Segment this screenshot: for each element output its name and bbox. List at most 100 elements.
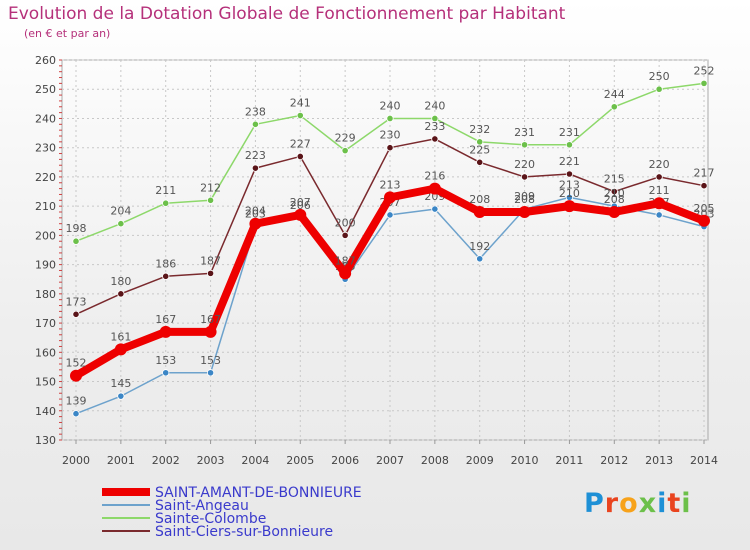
data-label: 215 [604, 173, 625, 186]
x-tick-label: 2001 [107, 454, 135, 467]
data-label: 208 [604, 193, 625, 206]
x-tick-label: 2000 [62, 454, 90, 467]
data-label: 221 [559, 155, 580, 168]
data-point [159, 325, 172, 338]
data-point [476, 158, 484, 166]
data-label: 203 [245, 208, 266, 221]
x-tick-label: 2004 [241, 454, 269, 467]
x-tick-label: 2006 [331, 454, 359, 467]
data-point [206, 196, 215, 204]
data-point [70, 369, 82, 382]
y-tick-label: 160 [35, 346, 56, 359]
legend-label: SAINT-AMANT-DE-BONNIEURE [155, 485, 362, 501]
data-point [162, 199, 170, 207]
data-label: 187 [200, 254, 221, 267]
data-point [72, 237, 80, 245]
data-label: 206 [290, 199, 311, 212]
data-point [655, 173, 663, 181]
data-label: 167 [155, 313, 176, 326]
data-point [294, 208, 307, 221]
y-tick-label: 150 [35, 376, 56, 389]
data-label: 204 [245, 205, 266, 218]
data-label: 233 [424, 120, 445, 133]
x-tick-label: 2002 [152, 454, 180, 467]
data-label: 238 [245, 105, 266, 118]
logo-letter: i [657, 488, 668, 519]
data-label: 241 [290, 97, 311, 110]
data-point [520, 173, 529, 181]
legend-label: Saint-Angeau [155, 498, 249, 514]
data-point [72, 310, 80, 318]
data-point [206, 369, 215, 377]
data-point [204, 325, 217, 338]
x-tick-label: 2014 [690, 454, 718, 467]
data-point [655, 85, 663, 93]
legend-label: Saint-Ciers-sur-Bonnieure [155, 524, 333, 540]
data-point [296, 111, 304, 120]
data-label: 145 [110, 377, 131, 390]
data-point [383, 191, 396, 204]
data-point [162, 272, 170, 280]
logo-letter: r [604, 488, 620, 519]
y-tick-label: 140 [35, 405, 56, 418]
data-point [431, 114, 439, 123]
data-point [249, 217, 262, 230]
data-label: 211 [649, 184, 670, 197]
data-point [386, 114, 394, 123]
y-tick-label: 260 [35, 54, 56, 67]
data-label: 173 [66, 295, 87, 308]
logo-letter: o [619, 488, 639, 519]
data-point [653, 197, 666, 210]
data-label: 192 [469, 240, 490, 253]
y-tick-label: 240 [35, 112, 56, 125]
y-tick-label: 250 [35, 83, 56, 96]
data-label: 211 [155, 184, 176, 197]
x-tick-label: 2013 [645, 454, 673, 467]
logo-letter: t [667, 488, 682, 519]
data-label: 205 [693, 202, 714, 215]
chart-subtitle: (en € et par an) [24, 27, 111, 40]
data-point [428, 182, 441, 195]
chart-title: Evolution de la Dotation Globale de Fonc… [8, 4, 566, 24]
data-point [700, 79, 708, 87]
y-tick-label: 220 [35, 171, 56, 184]
data-label: 208 [514, 193, 535, 206]
data-point [206, 269, 215, 277]
data-label: 167 [200, 313, 221, 326]
data-label: 209 [514, 190, 535, 203]
data-point [610, 187, 618, 196]
data-point [339, 267, 352, 280]
data-point [117, 290, 125, 298]
data-point [386, 144, 394, 152]
data-label: 220 [649, 158, 670, 171]
data-label: 232 [469, 123, 490, 136]
data-label: 187 [335, 254, 356, 267]
y-tick-label: 210 [35, 200, 56, 213]
data-label: 212 [200, 181, 221, 194]
data-label: 231 [514, 126, 535, 139]
data-label: 244 [604, 88, 625, 101]
y-tick-label: 130 [35, 434, 56, 447]
data-label: 198 [66, 222, 87, 235]
logo-letter: x [638, 488, 658, 519]
data-label: 230 [379, 129, 400, 142]
data-point [473, 206, 486, 218]
data-label: 207 [290, 196, 311, 209]
data-label: 153 [155, 354, 176, 367]
y-tick-label: 200 [35, 229, 56, 242]
data-label: 152 [66, 357, 87, 370]
y-tick-label: 230 [35, 142, 56, 155]
x-tick-label: 2009 [466, 454, 494, 467]
plot-frame [61, 59, 709, 441]
data-label: 153 [200, 354, 221, 367]
data-label: 180 [110, 275, 131, 288]
data-point [697, 214, 710, 227]
data-label: 240 [379, 99, 400, 112]
data-label: 210 [604, 187, 625, 200]
x-tick-label: 2011 [555, 454, 583, 467]
y-tick-label: 170 [35, 317, 56, 330]
data-label: 250 [649, 70, 670, 83]
data-point [341, 231, 349, 239]
data-label: 139 [66, 395, 87, 408]
